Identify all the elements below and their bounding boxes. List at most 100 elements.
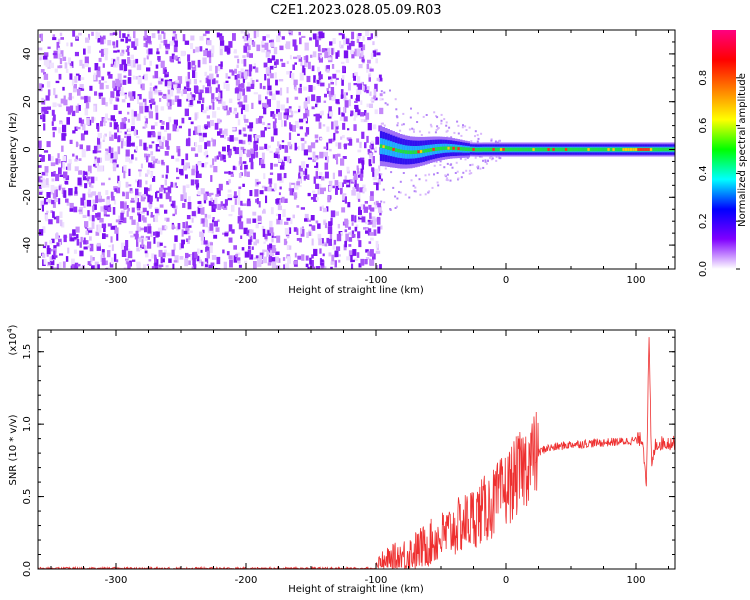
noise-cell	[127, 77, 132, 84]
noise-cell	[166, 165, 169, 174]
noise-cell	[465, 129, 468, 131]
noise-cell	[136, 113, 141, 121]
noise-cell	[79, 250, 84, 257]
noise-cell	[367, 123, 372, 131]
noise-cell	[130, 54, 134, 59]
noise-cell	[104, 260, 108, 265]
noise-cell	[375, 58, 378, 64]
noise-cell	[234, 55, 239, 59]
noise-cell	[189, 100, 193, 106]
noise-cell	[271, 238, 274, 243]
noise-cell	[117, 73, 122, 81]
noise-cell	[88, 67, 91, 73]
noise-cell	[149, 104, 152, 110]
noise-cell	[149, 206, 152, 209]
noise-cell	[96, 141, 102, 149]
noise-cell	[377, 178, 381, 185]
noise-cell	[248, 141, 251, 145]
noise-cell	[184, 108, 189, 117]
noise-cell	[125, 181, 129, 188]
noise-cell	[205, 247, 210, 252]
noise-cell	[174, 33, 178, 39]
noise-cell	[301, 226, 304, 229]
noise-cell	[315, 220, 319, 224]
noise-cell	[160, 60, 165, 68]
noise-cell	[221, 206, 225, 209]
noise-cell	[286, 87, 289, 94]
noise-cell	[348, 244, 352, 247]
noise-cell	[93, 204, 97, 210]
signal-cell	[509, 147, 513, 152]
noise-cell	[240, 108, 243, 115]
noise-cell	[334, 250, 339, 258]
noise-cell	[157, 135, 161, 140]
noise-cell	[144, 73, 148, 81]
noise-cell	[288, 227, 292, 234]
noise-cell	[248, 64, 253, 72]
noise-cell	[148, 99, 152, 103]
signal-cell	[517, 147, 520, 152]
noise-cell	[264, 127, 267, 131]
noise-cell	[132, 259, 136, 262]
noise-cell	[175, 158, 180, 162]
noise-cell	[39, 229, 44, 236]
noise-cell	[188, 235, 191, 240]
noise-cell	[100, 36, 104, 45]
noise-cell	[343, 244, 347, 251]
noise-cell	[78, 105, 81, 111]
noise-cell	[212, 111, 217, 118]
noise-cell	[340, 232, 343, 236]
noise-cell	[110, 115, 115, 121]
noise-cell	[269, 243, 273, 249]
noise-cell	[197, 190, 202, 196]
noise-cell	[198, 203, 203, 208]
noise-cell	[74, 186, 78, 194]
noise-cell	[145, 40, 148, 48]
noise-cell	[160, 258, 165, 263]
noise-cell	[259, 83, 262, 89]
noise-cell	[265, 51, 270, 58]
noise-cell	[293, 192, 297, 200]
noise-cell	[173, 260, 178, 263]
noise-cell	[181, 239, 185, 245]
noise-cell	[317, 66, 320, 73]
noise-cell	[312, 151, 316, 159]
noise-cell	[55, 80, 60, 84]
noise-cell	[369, 249, 374, 257]
noise-cell	[226, 181, 230, 185]
noise-cell	[378, 206, 382, 213]
noise-cell	[221, 101, 226, 106]
noise-cell	[227, 189, 232, 193]
noise-cell	[376, 77, 380, 82]
noise-cell	[97, 195, 102, 203]
noise-cell	[123, 75, 127, 78]
noise-cell	[198, 259, 202, 264]
noise-cell	[360, 168, 364, 174]
noise-cell	[239, 156, 242, 165]
noise-cell	[116, 164, 119, 168]
noise-cell	[53, 250, 56, 258]
noise-cell	[466, 156, 469, 159]
noise-cell	[94, 91, 98, 96]
noise-cell	[356, 183, 359, 192]
noise-cell	[257, 135, 261, 138]
noise-cell	[276, 100, 281, 108]
noise-cell	[135, 145, 138, 152]
noise-cell	[319, 248, 322, 254]
noise-cell	[183, 165, 187, 171]
noise-cell	[186, 81, 190, 88]
noise-cell	[343, 116, 348, 122]
noise-cell	[115, 78, 119, 87]
noise-cell	[482, 159, 484, 162]
noise-cell	[281, 161, 285, 166]
noise-cell	[201, 104, 204, 113]
noise-cell	[334, 180, 339, 186]
noise-cell	[369, 145, 373, 149]
signal-peak	[417, 150, 420, 154]
noise-cell	[157, 90, 162, 94]
noise-cell	[161, 225, 167, 231]
noise-cell	[197, 59, 201, 68]
noise-cell	[356, 165, 359, 171]
noise-cell	[267, 244, 271, 253]
noise-cell	[193, 71, 198, 79]
